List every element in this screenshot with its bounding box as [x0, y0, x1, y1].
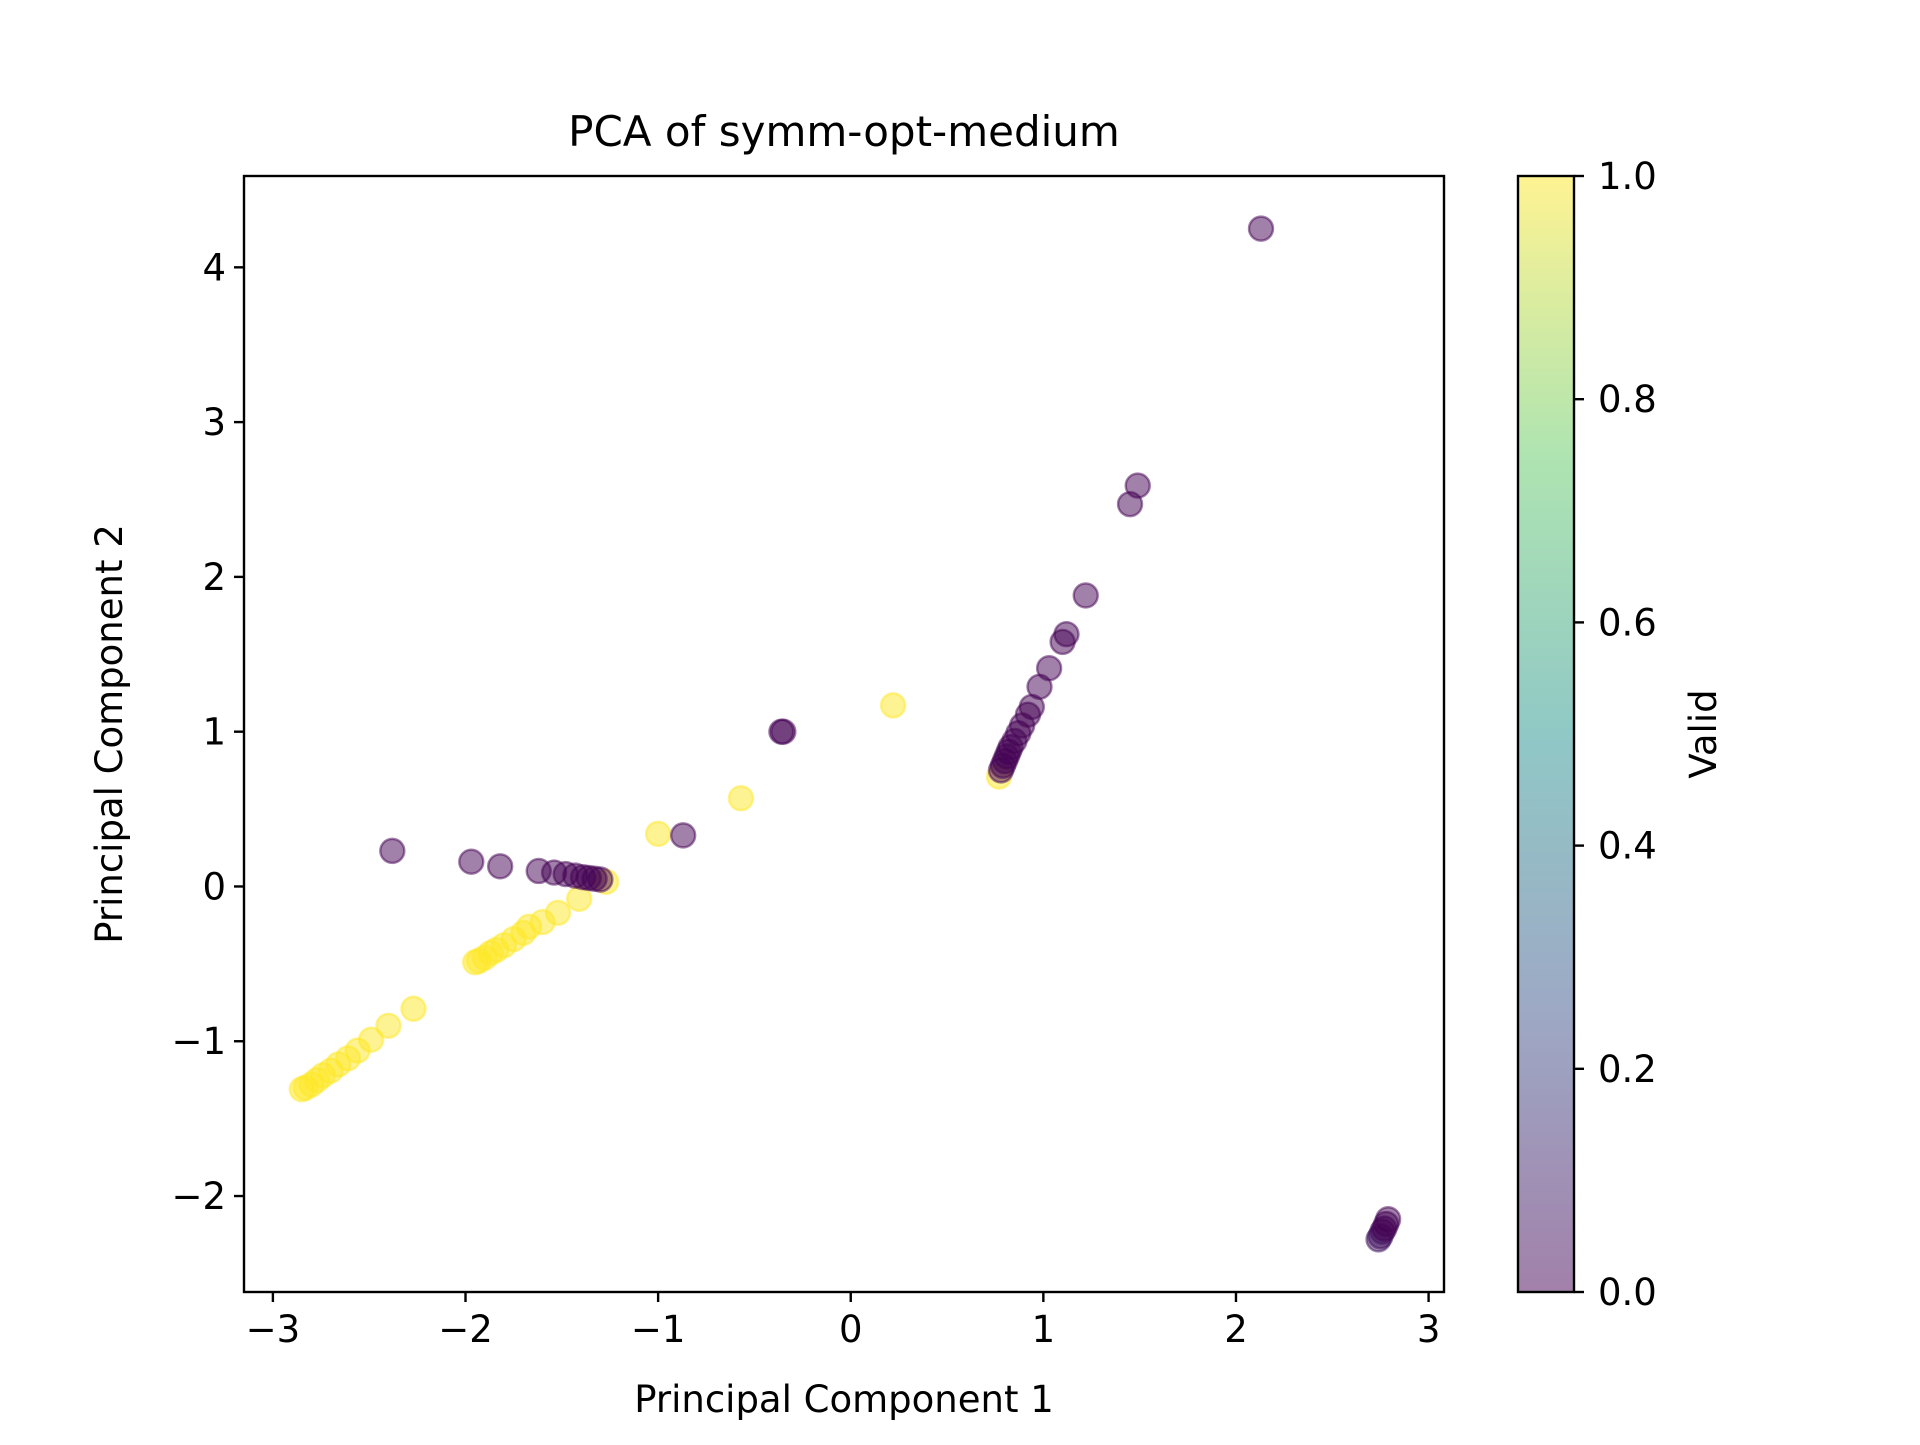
scatter-point-58: [1072, 582, 1099, 609]
y-tick-label-0: −2: [171, 1175, 226, 1218]
x-tick-label-2: −1: [631, 1308, 686, 1351]
colorbar: [1518, 176, 1574, 1292]
colorbar-tick-label-1: 0.2: [1598, 1048, 1657, 1091]
scatter-point-31: [486, 853, 514, 880]
scatter-point-29: [379, 837, 406, 865]
plot-frame: [242, 174, 1446, 1294]
scatter-point-9: [357, 1026, 385, 1053]
scatter-point-26: [727, 785, 755, 812]
x-tick-label-1: −2: [438, 1308, 493, 1351]
scatter-point-61: [1247, 215, 1275, 242]
scatter-point-30: [458, 848, 485, 875]
scatter-point-22: [544, 899, 572, 926]
scatter-point-25: [644, 820, 672, 848]
colorbar-frame: [1516, 174, 1576, 1294]
y-tick-label-4: 2: [202, 556, 226, 599]
colorbar-tick-label-4: 0.8: [1598, 378, 1657, 421]
colorbar-label: Valid: [1682, 689, 1725, 778]
y-tick-label-5: 3: [202, 401, 226, 444]
x-axis-label: Principal Component 1: [634, 1378, 1054, 1421]
chart-title: PCA of symm-opt-medium: [568, 107, 1120, 156]
scatter-point-11: [400, 995, 427, 1022]
y-axis-ticks: −2 −1 0 1 2 3 4: [171, 246, 244, 1218]
x-tick-label-5: 2: [1224, 1308, 1248, 1351]
colorbar-tick-label-0: 0.0: [1598, 1271, 1657, 1314]
colorbar-ticks: 0.0 0.2 0.4 0.6 0.8 1.0: [1574, 155, 1657, 1314]
scatter-point-10: [375, 1012, 402, 1039]
y-axis-label: Principal Component 2: [88, 524, 131, 944]
x-tick-label-0: −3: [246, 1308, 301, 1351]
scatter-point-39: [587, 866, 614, 893]
x-tick-label-6: 3: [1417, 1308, 1441, 1351]
x-tick-label-4: 1: [1032, 1308, 1056, 1351]
scatter-point-60: [1124, 472, 1151, 499]
scatter-point-67: [1374, 1206, 1402, 1233]
scatter-point-40: [669, 822, 697, 849]
x-tick-label-3: 0: [839, 1308, 863, 1351]
x-axis-ticks: −3 −2 −1 0 1 2 3: [246, 1292, 1441, 1351]
y-tick-label-1: −1: [171, 1020, 226, 1063]
colorbar-tick-label-5: 1.0: [1598, 155, 1657, 198]
y-tick-label-2: 0: [202, 865, 226, 908]
colorbar-tick-label-3: 0.6: [1598, 601, 1657, 644]
colorbar-tick-label-2: 0.4: [1598, 825, 1657, 868]
scatter-point-57: [1053, 620, 1080, 648]
y-tick-label-6: 4: [202, 246, 226, 289]
scatter-point-55: [1035, 655, 1063, 682]
scatter-point-42: [770, 718, 797, 745]
points-layer: [288, 215, 1402, 1253]
scatter-point-27: [879, 692, 907, 719]
y-tick-label-3: 1: [202, 711, 226, 754]
